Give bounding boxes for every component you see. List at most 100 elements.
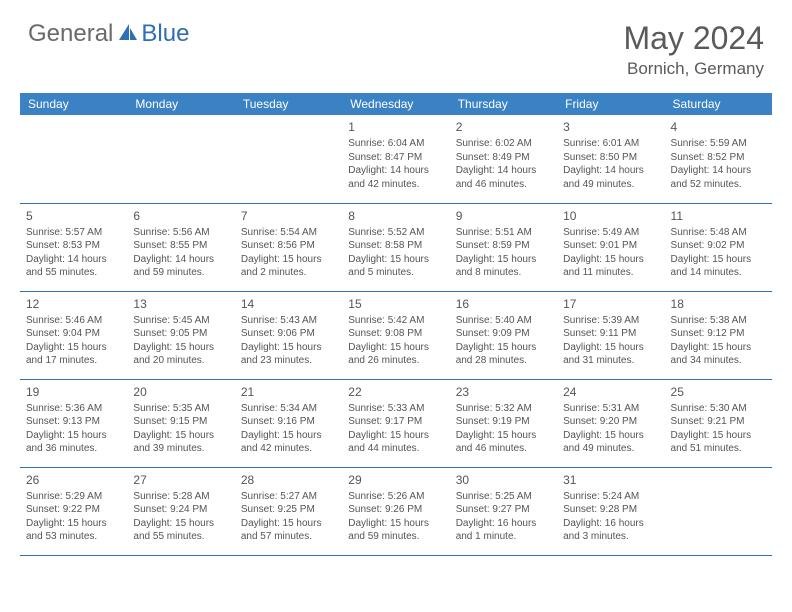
day-number: 15 (348, 296, 443, 312)
day-number: 9 (456, 208, 551, 224)
day-number: 19 (26, 384, 121, 400)
sunset-text: Sunset: 9:15 PM (133, 415, 228, 429)
header: General Blue May 2024 Bornich, Germany (0, 0, 792, 85)
sunset-text: Sunset: 8:49 PM (456, 151, 551, 165)
location: Bornich, Germany (623, 59, 764, 79)
calendar-day-cell: 7Sunrise: 5:54 AMSunset: 8:56 PMDaylight… (235, 203, 342, 291)
daylight-text: Daylight: 15 hours and 55 minutes. (133, 517, 228, 544)
daylight-text: Daylight: 14 hours and 55 minutes. (26, 253, 121, 280)
sunrise-text: Sunrise: 5:31 AM (563, 402, 658, 416)
sunset-text: Sunset: 9:02 PM (671, 239, 766, 253)
sunrise-text: Sunrise: 5:45 AM (133, 314, 228, 328)
calendar-week-row: 26Sunrise: 5:29 AMSunset: 9:22 PMDayligh… (20, 467, 772, 555)
sunset-text: Sunset: 8:58 PM (348, 239, 443, 253)
calendar-day-cell: 18Sunrise: 5:38 AMSunset: 9:12 PMDayligh… (665, 291, 772, 379)
calendar-day-cell: 19Sunrise: 5:36 AMSunset: 9:13 PMDayligh… (20, 379, 127, 467)
sunset-text: Sunset: 8:47 PM (348, 151, 443, 165)
sunset-text: Sunset: 9:01 PM (563, 239, 658, 253)
sunrise-text: Sunrise: 5:28 AM (133, 490, 228, 504)
sunset-text: Sunset: 9:20 PM (563, 415, 658, 429)
day-number: 11 (671, 208, 766, 224)
weekday-header: Wednesday (342, 93, 449, 115)
sunrise-text: Sunrise: 5:54 AM (241, 226, 336, 240)
sunset-text: Sunset: 9:25 PM (241, 503, 336, 517)
daylight-text: Daylight: 15 hours and 20 minutes. (133, 341, 228, 368)
sunset-text: Sunset: 9:22 PM (26, 503, 121, 517)
sunset-text: Sunset: 9:06 PM (241, 327, 336, 341)
daylight-text: Daylight: 15 hours and 49 minutes. (563, 429, 658, 456)
sunset-text: Sunset: 8:55 PM (133, 239, 228, 253)
weekday-header: Sunday (20, 93, 127, 115)
sunrise-text: Sunrise: 5:51 AM (456, 226, 551, 240)
logo: General Blue (28, 20, 189, 48)
calendar-week-row: 5Sunrise: 5:57 AMSunset: 8:53 PMDaylight… (20, 203, 772, 291)
calendar-day-cell: 2Sunrise: 6:02 AMSunset: 8:49 PMDaylight… (450, 115, 557, 203)
calendar-day-cell: 26Sunrise: 5:29 AMSunset: 9:22 PMDayligh… (20, 467, 127, 555)
sunset-text: Sunset: 9:16 PM (241, 415, 336, 429)
weekday-header: Monday (127, 93, 234, 115)
calendar-day-cell: 11Sunrise: 5:48 AMSunset: 9:02 PMDayligh… (665, 203, 772, 291)
daylight-text: Daylight: 14 hours and 49 minutes. (563, 164, 658, 191)
day-number: 14 (241, 296, 336, 312)
calendar-body: 1Sunrise: 6:04 AMSunset: 8:47 PMDaylight… (20, 115, 772, 555)
calendar-day-cell: 15Sunrise: 5:42 AMSunset: 9:08 PMDayligh… (342, 291, 449, 379)
daylight-text: Daylight: 15 hours and 2 minutes. (241, 253, 336, 280)
daylight-text: Daylight: 14 hours and 42 minutes. (348, 164, 443, 191)
calendar-day-cell: 8Sunrise: 5:52 AMSunset: 8:58 PMDaylight… (342, 203, 449, 291)
sunrise-text: Sunrise: 5:39 AM (563, 314, 658, 328)
daylight-text: Daylight: 14 hours and 52 minutes. (671, 164, 766, 191)
calendar-day-cell (665, 467, 772, 555)
daylight-text: Daylight: 15 hours and 51 minutes. (671, 429, 766, 456)
sunset-text: Sunset: 8:59 PM (456, 239, 551, 253)
day-number: 6 (133, 208, 228, 224)
calendar-day-cell: 27Sunrise: 5:28 AMSunset: 9:24 PMDayligh… (127, 467, 234, 555)
calendar-day-cell: 22Sunrise: 5:33 AMSunset: 9:17 PMDayligh… (342, 379, 449, 467)
calendar-week-row: 19Sunrise: 5:36 AMSunset: 9:13 PMDayligh… (20, 379, 772, 467)
weekday-header: Thursday (450, 93, 557, 115)
daylight-text: Daylight: 15 hours and 26 minutes. (348, 341, 443, 368)
daylight-text: Daylight: 15 hours and 59 minutes. (348, 517, 443, 544)
daylight-text: Daylight: 16 hours and 1 minute. (456, 517, 551, 544)
weekday-header-row: SundayMondayTuesdayWednesdayThursdayFrid… (20, 93, 772, 115)
calendar-day-cell: 31Sunrise: 5:24 AMSunset: 9:28 PMDayligh… (557, 467, 664, 555)
sunset-text: Sunset: 8:56 PM (241, 239, 336, 253)
calendar-day-cell: 4Sunrise: 5:59 AMSunset: 8:52 PMDaylight… (665, 115, 772, 203)
day-number: 21 (241, 384, 336, 400)
sunset-text: Sunset: 9:21 PM (671, 415, 766, 429)
sunset-text: Sunset: 9:08 PM (348, 327, 443, 341)
day-number: 2 (456, 119, 551, 135)
sunrise-text: Sunrise: 5:27 AM (241, 490, 336, 504)
sunrise-text: Sunrise: 5:43 AM (241, 314, 336, 328)
day-number: 29 (348, 472, 443, 488)
day-number: 4 (671, 119, 766, 135)
day-number: 13 (133, 296, 228, 312)
calendar-week-row: 1Sunrise: 6:04 AMSunset: 8:47 PMDaylight… (20, 115, 772, 203)
sunset-text: Sunset: 8:53 PM (26, 239, 121, 253)
sunrise-text: Sunrise: 5:46 AM (26, 314, 121, 328)
sunrise-text: Sunrise: 5:57 AM (26, 226, 121, 240)
calendar-day-cell: 5Sunrise: 5:57 AMSunset: 8:53 PMDaylight… (20, 203, 127, 291)
day-number: 28 (241, 472, 336, 488)
daylight-text: Daylight: 15 hours and 14 minutes. (671, 253, 766, 280)
daylight-text: Daylight: 15 hours and 39 minutes. (133, 429, 228, 456)
sunset-text: Sunset: 9:04 PM (26, 327, 121, 341)
daylight-text: Daylight: 15 hours and 5 minutes. (348, 253, 443, 280)
daylight-text: Daylight: 14 hours and 46 minutes. (456, 164, 551, 191)
sunset-text: Sunset: 9:24 PM (133, 503, 228, 517)
sunset-text: Sunset: 9:12 PM (671, 327, 766, 341)
daylight-text: Daylight: 15 hours and 31 minutes. (563, 341, 658, 368)
calendar-day-cell: 10Sunrise: 5:49 AMSunset: 9:01 PMDayligh… (557, 203, 664, 291)
calendar-day-cell: 6 Sunrise: 5:56 AMSunset: 8:55 PMDaylight… (127, 203, 234, 291)
calendar-day-cell: 9Sunrise: 5:51 AMSunset: 8:59 PMDaylight… (450, 203, 557, 291)
weekday-header: Saturday (665, 93, 772, 115)
sunset-text: Sunset: 9:28 PM (563, 503, 658, 517)
calendar-day-cell: 3Sunrise: 6:01 AMSunset: 8:50 PMDaylight… (557, 115, 664, 203)
month-title: May 2024 (623, 20, 764, 57)
daylight-text: Daylight: 15 hours and 17 minutes. (26, 341, 121, 368)
daylight-text: Daylight: 15 hours and 53 minutes. (26, 517, 121, 544)
weekday-header: Friday (557, 93, 664, 115)
sunrise-text: Sunrise: 5:56 AM (133, 226, 228, 240)
day-number: 8 (348, 208, 443, 224)
daylight-text: Daylight: 15 hours and 36 minutes. (26, 429, 121, 456)
daylight-text: Daylight: 14 hours and 59 minutes. (133, 253, 228, 280)
